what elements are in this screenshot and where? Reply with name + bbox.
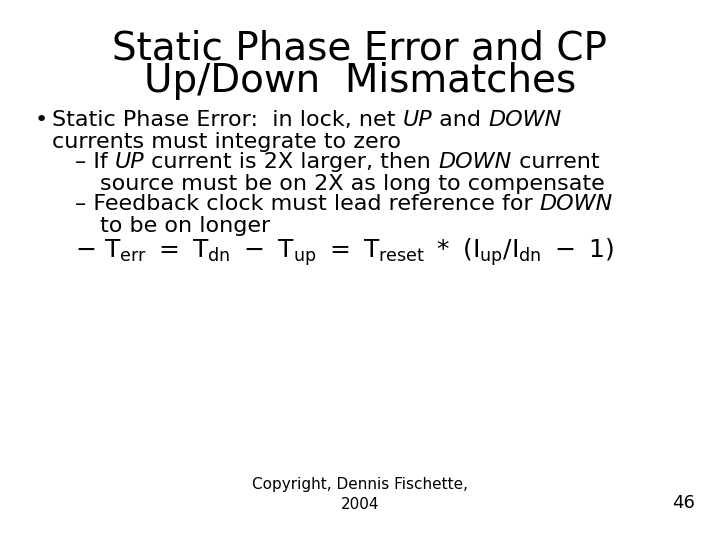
Text: Static Phase Error and CP: Static Phase Error and CP xyxy=(112,30,608,68)
Text: source must be on 2X as long to compensate: source must be on 2X as long to compensa… xyxy=(100,174,605,194)
Text: – If: – If xyxy=(75,152,115,172)
Text: currents must integrate to zero: currents must integrate to zero xyxy=(52,132,401,152)
Text: UP: UP xyxy=(402,110,432,130)
Text: DOWN: DOWN xyxy=(438,152,512,172)
Text: UP: UP xyxy=(115,152,145,172)
Text: – Feedback clock must lead reference for: – Feedback clock must lead reference for xyxy=(75,194,540,214)
Text: •: • xyxy=(35,110,48,130)
Text: Copyright, Dennis Fischette,
2004: Copyright, Dennis Fischette, 2004 xyxy=(252,477,468,512)
Text: and: and xyxy=(432,110,488,130)
Text: current: current xyxy=(512,152,599,172)
Text: DOWN: DOWN xyxy=(540,194,613,214)
Text: Up/Down  Mismatches: Up/Down Mismatches xyxy=(144,62,576,100)
Text: current is 2X larger, then: current is 2X larger, then xyxy=(145,152,438,172)
Text: to be on longer: to be on longer xyxy=(100,216,270,236)
Text: Static Phase Error:  in lock, net: Static Phase Error: in lock, net xyxy=(52,110,402,130)
Text: 46: 46 xyxy=(672,494,695,512)
Text: DOWN: DOWN xyxy=(488,110,562,130)
Text: $\mathsf{-\ T_{err}\ =\ T_{dn}\ -\ T_{up}\ =\ T_{reset}\ *\ (I_{up}/I_{dn}\ -\ 1: $\mathsf{-\ T_{err}\ =\ T_{dn}\ -\ T_{up… xyxy=(75,236,614,268)
